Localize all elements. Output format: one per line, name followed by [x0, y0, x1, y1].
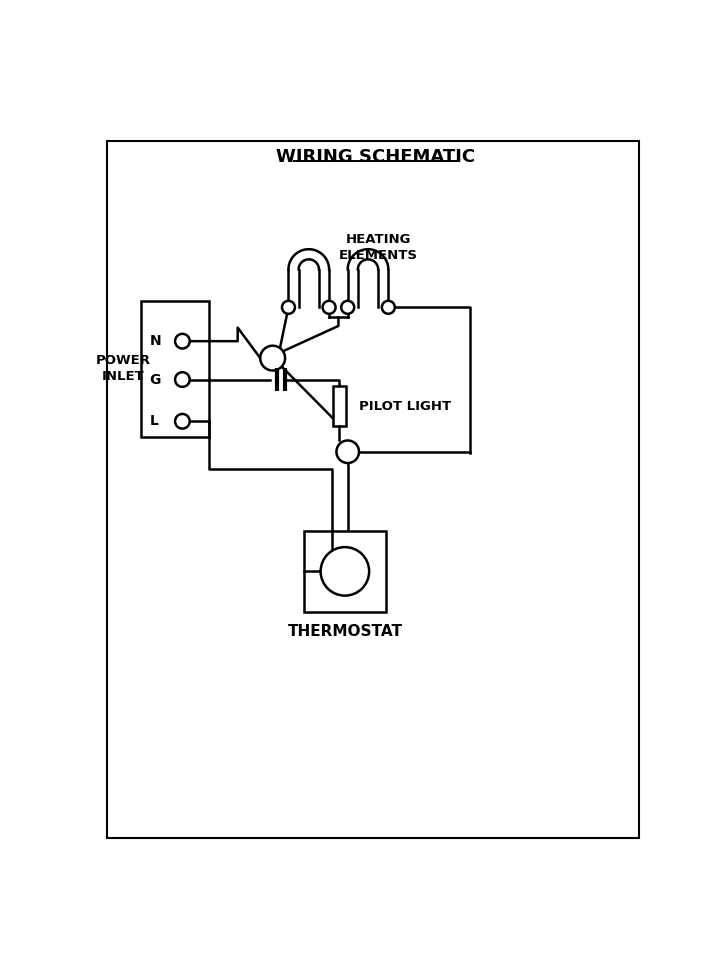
Circle shape — [336, 441, 359, 463]
Circle shape — [175, 333, 190, 348]
Text: PILOT LIGHT: PILOT LIGHT — [359, 400, 451, 412]
Circle shape — [261, 346, 285, 370]
Bar — [333, 386, 346, 426]
Circle shape — [175, 414, 190, 429]
Text: WIRING SCHEMATIC: WIRING SCHEMATIC — [277, 148, 475, 166]
Text: N: N — [150, 334, 162, 348]
Text: L: L — [150, 414, 159, 428]
Circle shape — [341, 301, 355, 314]
Circle shape — [320, 547, 369, 596]
Bar — [141, 300, 210, 437]
Circle shape — [282, 301, 295, 314]
Bar — [304, 530, 386, 612]
Circle shape — [175, 372, 190, 387]
Text: POWER
INLET: POWER INLET — [95, 354, 151, 383]
Circle shape — [323, 301, 336, 314]
Text: HEATING
ELEMENTS: HEATING ELEMENTS — [339, 233, 419, 262]
Text: THERMOSTAT: THERMOSTAT — [288, 624, 403, 640]
Circle shape — [382, 301, 395, 314]
Text: G: G — [150, 372, 161, 386]
